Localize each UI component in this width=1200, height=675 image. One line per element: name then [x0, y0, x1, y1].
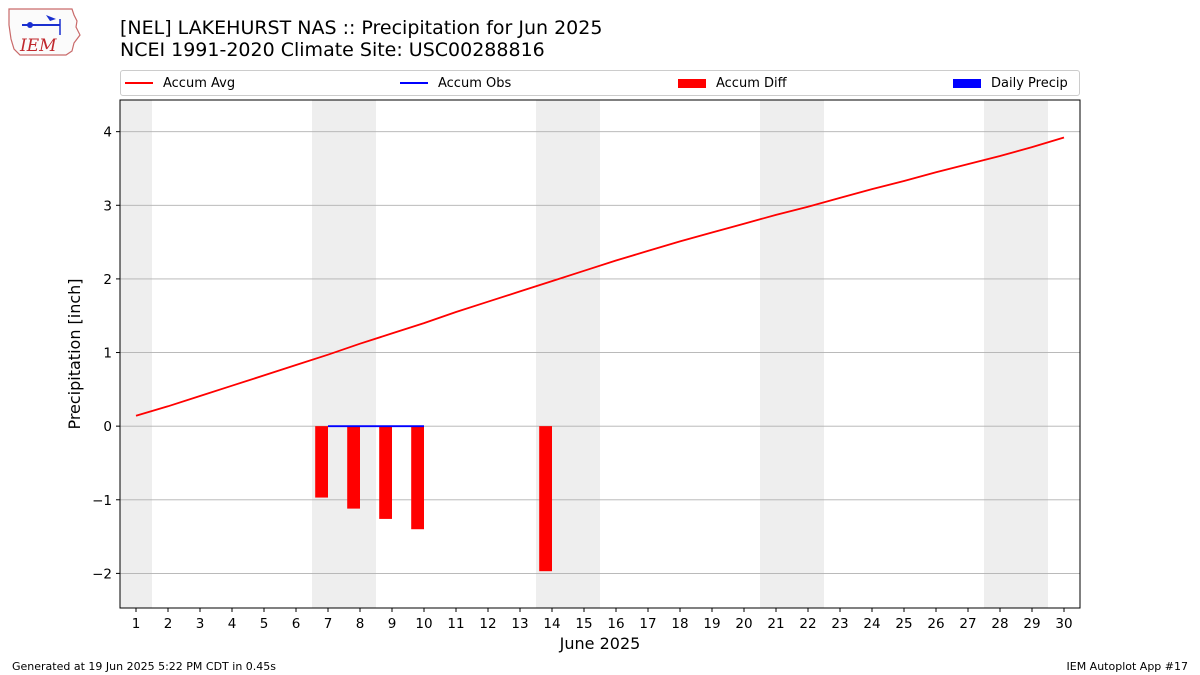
weekend-band-0	[120, 100, 152, 608]
bar-accum-diff-14	[539, 426, 552, 572]
legend-swatch-accum-obs	[400, 82, 428, 84]
legend-label-accum-diff: Accum Diff	[716, 75, 787, 91]
legend-label-daily-precip: Daily Precip	[991, 75, 1068, 91]
x-tick-label-21: 21	[767, 616, 784, 632]
x-axis-label: June 2025	[559, 634, 641, 653]
x-tick-label-8: 8	[356, 616, 365, 632]
legend-swatch-accum-avg	[125, 82, 153, 84]
y-tick-label-1: −1	[92, 493, 112, 509]
y-tick-label-0: −2	[92, 566, 112, 582]
x-tick-label-16: 16	[607, 616, 624, 632]
series-lines	[135, 136, 1065, 428]
series-line-accum-avg	[135, 136, 1065, 417]
x-tick-label-23: 23	[831, 616, 848, 632]
x-tick-label-18: 18	[671, 616, 688, 632]
footer-app: IEM Autoplot App #17	[1066, 660, 1189, 673]
x-tick-label-29: 29	[1023, 616, 1040, 632]
legend-item-accum-obs: Accum Obs	[400, 71, 511, 95]
x-tick-label-13: 13	[511, 616, 528, 632]
svg-text:IEM: IEM	[19, 36, 57, 56]
x-tick-label-28: 28	[991, 616, 1008, 632]
x-tick-label-25: 25	[895, 616, 912, 632]
chart-title: [NEL] LAKEHURST NAS :: Precipitation for…	[120, 17, 602, 61]
y-axis-label: Precipitation [inch]	[65, 278, 84, 429]
x-tick-label-26: 26	[927, 616, 944, 632]
legend: Accum Avg Accum Obs Accum Diff Daily Pre…	[120, 70, 1080, 96]
x-tick-label-14: 14	[543, 616, 560, 632]
bar-accum-diff-9	[379, 426, 392, 519]
x-tick-label-9: 9	[388, 616, 397, 632]
weekend-shading	[120, 100, 1048, 608]
x-tick-label-7: 7	[324, 616, 333, 632]
x-axis-ticks: 1 2 3 4 5 6 7 8 9 10 11 12 13 14 15 16 17 18 19 20 21 22 23 24 2…	[132, 608, 1073, 632]
bar-accum-diff-7	[315, 426, 328, 498]
x-tick-label-6: 6	[292, 616, 301, 632]
iem-logo: IEM	[6, 5, 82, 61]
y-axis-ticks: −2 −1 0 1 2 3 4	[92, 125, 120, 582]
title-line-2: NCEI 1991-2020 Climate Site: USC00288816	[120, 39, 545, 61]
y-tick-label-6: 4	[103, 125, 112, 141]
y-tick-label-4: 2	[103, 272, 112, 288]
legend-item-accum-diff: Accum Diff	[678, 71, 787, 95]
x-tick-label-22: 22	[799, 616, 816, 632]
y-tick-label-3: 1	[103, 346, 112, 362]
legend-swatch-daily-precip	[953, 78, 981, 88]
plot-frame	[119, 99, 1081, 609]
legend-label-accum-avg: Accum Avg	[163, 75, 236, 91]
y-tick-label-2: 0	[103, 419, 112, 435]
gridlines	[120, 131, 1080, 574]
x-tick-label-10: 10	[415, 616, 432, 632]
x-tick-label-4: 4	[228, 616, 237, 632]
x-tick-label-2: 2	[164, 616, 173, 632]
x-tick-label-11: 11	[447, 616, 464, 632]
weekend-band-3	[760, 100, 824, 608]
bar-accum-diff-8	[347, 426, 360, 509]
x-tick-label-15: 15	[575, 616, 592, 632]
x-tick-label-30: 30	[1055, 616, 1072, 632]
x-tick-label-5: 5	[260, 616, 269, 632]
y-tick-label-5: 3	[103, 198, 112, 214]
x-tick-label-17: 17	[639, 616, 656, 632]
title-line-1: [NEL] LAKEHURST NAS :: Precipitation for…	[120, 17, 603, 39]
x-tick-label-24: 24	[863, 616, 880, 632]
x-tick-label-12: 12	[479, 616, 496, 632]
legend-swatch-accum-diff	[678, 78, 706, 88]
legend-item-daily-precip: Daily Precip	[953, 71, 1068, 95]
footer-generated: Generated at 19 Jun 2025 5:22 PM CDT in …	[12, 660, 277, 673]
x-tick-label-3: 3	[196, 616, 205, 632]
weekend-band-4	[984, 100, 1048, 608]
legend-item-accum-avg: Accum Avg	[125, 71, 235, 95]
weekend-band-1	[312, 100, 376, 608]
x-tick-label-1: 1	[132, 616, 141, 632]
legend-label-accum-obs: Accum Obs	[438, 75, 512, 91]
x-tick-label-20: 20	[735, 616, 752, 632]
diff-bars	[315, 426, 552, 572]
x-tick-label-27: 27	[959, 616, 976, 632]
x-tick-label-19: 19	[703, 616, 720, 632]
bar-accum-diff-10	[411, 426, 424, 530]
